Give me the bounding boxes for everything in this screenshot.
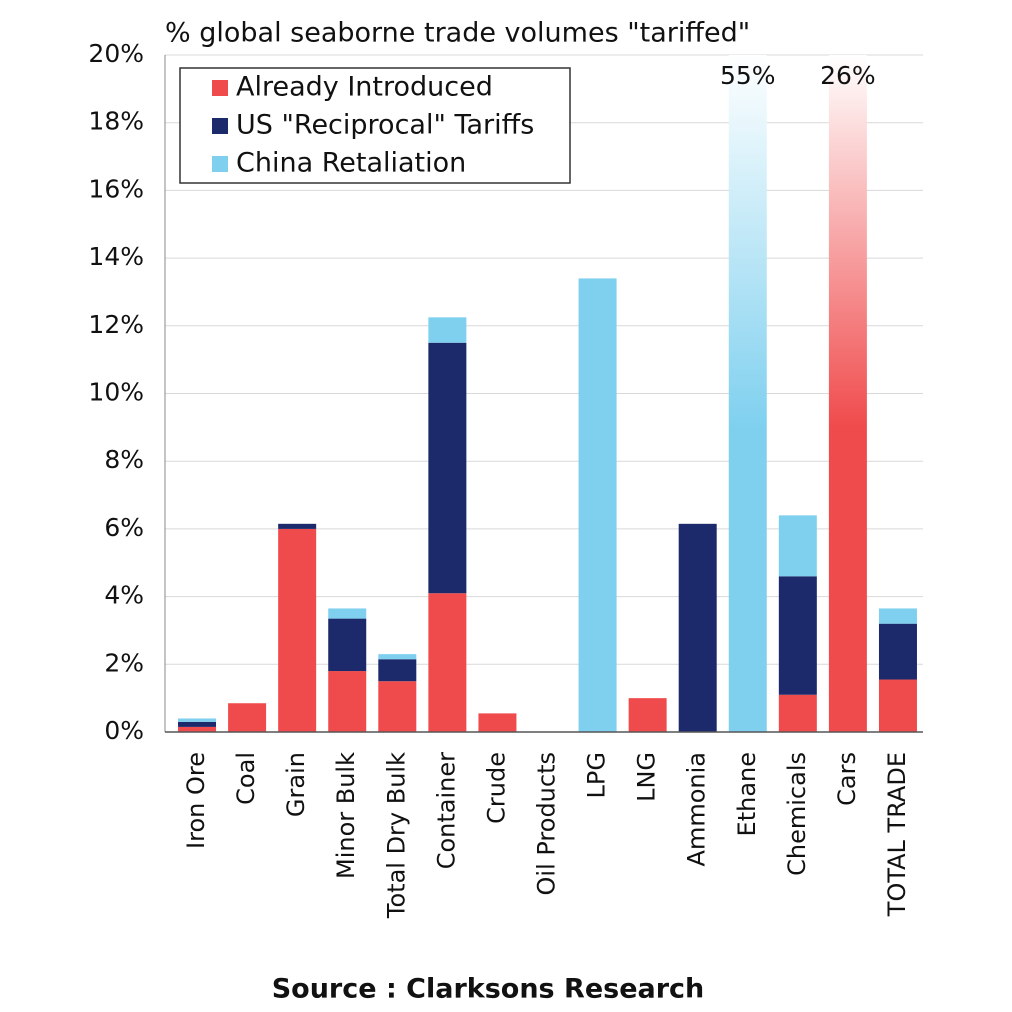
legend-swatch [212,118,228,134]
legend-swatch [212,80,228,96]
bar-segment [378,681,417,732]
x-tick-label: Total Dry Bulk [382,752,410,919]
y-tick-label: 14% [88,242,144,271]
x-tick-label: Grain [282,752,310,817]
source: Source : Clarksons Research [272,974,705,1005]
y-tick-label: 16% [88,174,144,203]
y-tick-label: 8% [104,445,144,474]
x-tick-label: Ammonia [683,752,711,866]
x-tick-label: Minor Bulk [332,752,360,879]
x-tick-label: Chemicals [783,752,811,876]
x-tick-label: Oil Products [533,752,561,895]
y-tick-label: 4% [104,581,144,610]
x-tick-label: Cars [833,752,861,806]
y-tick-label: 2% [104,648,144,677]
y-tick-label: 18% [88,107,144,136]
legend-box [179,67,571,184]
bar-segment [378,654,417,660]
bar-segment [628,698,667,732]
bar-segment [278,523,317,529]
value-label: 55% [720,61,776,90]
value-label: 26% [820,61,876,90]
bar-segment [728,55,767,732]
bar-segment [178,726,217,732]
bar-segment [178,718,217,722]
bar-segment [428,317,467,343]
bar-segment [828,55,867,732]
bar-segment [428,342,467,594]
bar-segment [428,593,467,732]
x-tick-label: TOTAL TRADE [883,752,911,917]
bar-segment [878,608,917,624]
y-tick-label: 0% [104,716,144,745]
x-tick-label: Container [432,752,460,869]
y-tick-label: 6% [104,513,144,542]
x-tick-label: Coal [232,752,260,805]
y-tick-label: 10% [88,378,144,407]
bar-segment [328,618,367,672]
bar-segment [678,523,717,732]
x-tick-label: Iron Ore [182,752,210,849]
bar-segment [228,703,267,732]
bar-segment [478,713,517,732]
x-tick-label: Crude [482,752,510,824]
y-tick-label: 20% [88,39,144,68]
x-tick-label: LPG [583,752,611,798]
y-tick-label: 12% [88,310,144,339]
legend-label: China Retaliation [236,148,466,179]
bar-segment [578,278,617,732]
bar-segment [328,608,367,619]
x-tick-label: Ethane [733,752,761,836]
legend-swatch [212,156,228,172]
x-tick-label: LNG [633,752,661,802]
bar-segment [378,659,417,682]
bar-segment [778,694,817,732]
bar-segment [278,528,317,732]
bar-segment [178,721,217,727]
bar-segment [878,623,917,680]
bar-segment [878,679,917,732]
legend-label: US "Reciprocal" Tariffs [236,110,534,141]
y-axis-label: % global seaborne trade volumes "tariffe… [165,18,750,49]
bar-segment [778,515,817,577]
bar-segment [328,671,367,732]
bar-segment [778,576,817,695]
legend-label: Already Introduced [236,72,493,103]
